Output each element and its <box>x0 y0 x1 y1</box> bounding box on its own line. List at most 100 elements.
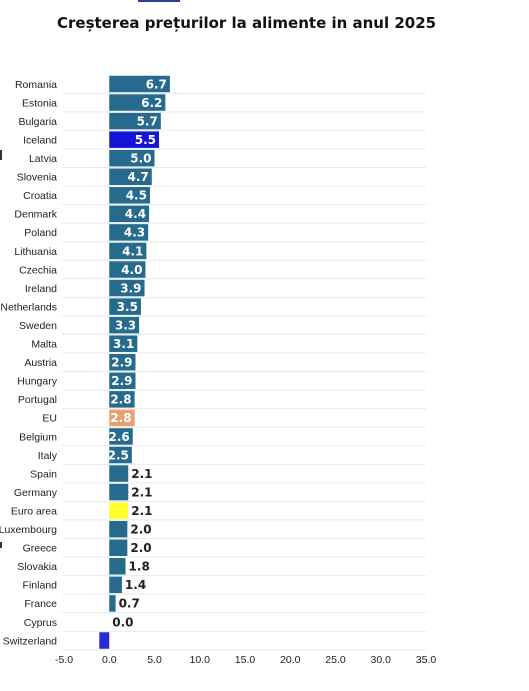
value-label: 2.9 <box>111 374 132 388</box>
bar-latvia <box>109 149 155 167</box>
category-label: Belgium <box>19 431 57 443</box>
category-label: Czechia <box>19 264 57 276</box>
value-label: 4.0 <box>121 263 142 277</box>
category-label: Croatia <box>23 190 57 202</box>
x-tick-label: -5.0 <box>55 654 73 666</box>
category-label: Poland <box>24 227 57 239</box>
category-label: France <box>24 598 57 610</box>
value-label: 5.5 <box>135 133 156 147</box>
category-label: Estonia <box>22 97 57 109</box>
value-label: 0.7 <box>119 597 140 611</box>
value-label: 3.5 <box>117 300 138 314</box>
x-tick-label: 30.0 <box>371 654 392 666</box>
bar-slovakia <box>109 558 126 575</box>
bar-czechia <box>109 261 146 278</box>
value-label: 3.1 <box>113 337 134 351</box>
category-label: Denmark <box>14 209 57 221</box>
top-accent-line <box>138 0 180 2</box>
category-label: Sweden <box>19 320 57 332</box>
value-label: 3.3 <box>115 318 136 332</box>
x-tick-label: 35.0 <box>416 654 437 666</box>
value-label: 2.8 <box>110 393 131 407</box>
bar-austria <box>109 354 136 371</box>
bar-switzerland <box>99 632 110 649</box>
left-edge-mark <box>0 150 2 160</box>
category-label: Italy <box>38 450 58 462</box>
value-label: 2.0 <box>130 523 151 537</box>
value-label: 2.0 <box>130 541 151 555</box>
x-tick-label: 25.0 <box>325 654 346 666</box>
bar-spain <box>109 465 129 482</box>
bar-bulgaria <box>109 112 161 130</box>
value-label: 5.7 <box>137 114 158 128</box>
value-label: 6.2 <box>141 96 162 110</box>
value-label: 2.6 <box>109 430 130 444</box>
grid-layer <box>62 92 426 651</box>
value-label: 2.8 <box>110 411 131 425</box>
x-tick-label: 20.0 <box>280 654 301 666</box>
value-label: 2.1 <box>131 504 152 518</box>
value-labels: 6.7 6.2 5.7 5.5 5.0 4.7 4.5 4.4 4.3 4.1 4.0 3.9 3.5 3… <box>108 77 167 629</box>
value-label: 2.1 <box>131 467 152 481</box>
bar-poland <box>109 224 149 241</box>
value-label: 1.8 <box>129 560 150 574</box>
value-label: 1.4 <box>125 578 146 592</box>
bar-romania <box>109 75 170 93</box>
x-tick-label: 10.0 <box>190 654 211 666</box>
bar-portugal <box>109 391 135 408</box>
bar-sweden <box>109 316 140 334</box>
category-label: Spain <box>30 468 57 480</box>
category-label: Euro area <box>11 505 57 517</box>
category-label: Luxembourg <box>0 524 57 536</box>
value-label: 6.7 <box>146 77 167 91</box>
value-label: 4.3 <box>124 226 145 240</box>
bar-germany <box>109 483 129 501</box>
bar-france <box>109 595 116 612</box>
x-tick-label: 15.0 <box>235 654 256 666</box>
bar-estonia <box>109 94 166 111</box>
bar-iceland <box>109 131 160 148</box>
bar-croatia <box>109 187 150 204</box>
bar-ireland <box>109 279 145 297</box>
category-label: Latvia <box>29 153 57 165</box>
category-label: Bulgaria <box>18 116 57 128</box>
category-label: Portugal <box>18 394 57 406</box>
value-label: 2.9 <box>111 356 132 370</box>
value-label: 4.1 <box>122 244 143 258</box>
category-label: Finland <box>23 580 58 592</box>
bar-denmark <box>109 205 150 223</box>
value-label: 5.0 <box>130 152 151 166</box>
value-label: 3.9 <box>120 281 141 295</box>
left-edge-mark <box>0 542 2 548</box>
bar-layer <box>99 75 170 649</box>
value-label: 4.5 <box>126 189 147 203</box>
bar-belgium <box>109 428 133 445</box>
category-label: Hungary <box>17 376 57 388</box>
bar-netherlands <box>109 298 141 315</box>
bar-finland <box>109 576 122 594</box>
category-label: EU <box>42 413 57 425</box>
category-labels: Romania Estonia Bulgaria Iceland Latvia Slove… <box>0 79 58 647</box>
category-label: Slovakia <box>17 561 57 573</box>
category-label: Lithuania <box>14 246 57 258</box>
category-label: Netherlands <box>0 301 57 313</box>
x-tick-label: 5.0 <box>147 654 162 666</box>
category-label: Slovenia <box>17 172 57 184</box>
chart-title: Creșterea prețurilor la alimente in anul… <box>57 14 437 32</box>
bar-italy <box>109 446 132 464</box>
category-label: Malta <box>31 339 57 351</box>
bar-lithuania <box>109 242 147 260</box>
x-tick-label: 0.0 <box>102 654 117 666</box>
bar-slovenia <box>109 168 152 185</box>
x-axis-tick-labels: -5.0 0.0 5.0 10.0 15.0 20.0 25.0 30.0 35.0 <box>55 654 436 666</box>
category-label: Germany <box>14 487 58 499</box>
bar-euro-area <box>109 502 129 519</box>
category-label: Romania <box>15 79 57 91</box>
category-label: Austria <box>24 357 57 369</box>
value-label: 0.0 <box>112 615 133 629</box>
value-label: 4.7 <box>128 170 149 184</box>
category-label: Switzerland <box>3 635 57 647</box>
value-label: 2.1 <box>131 485 152 499</box>
value-label: 4.4 <box>125 207 146 221</box>
